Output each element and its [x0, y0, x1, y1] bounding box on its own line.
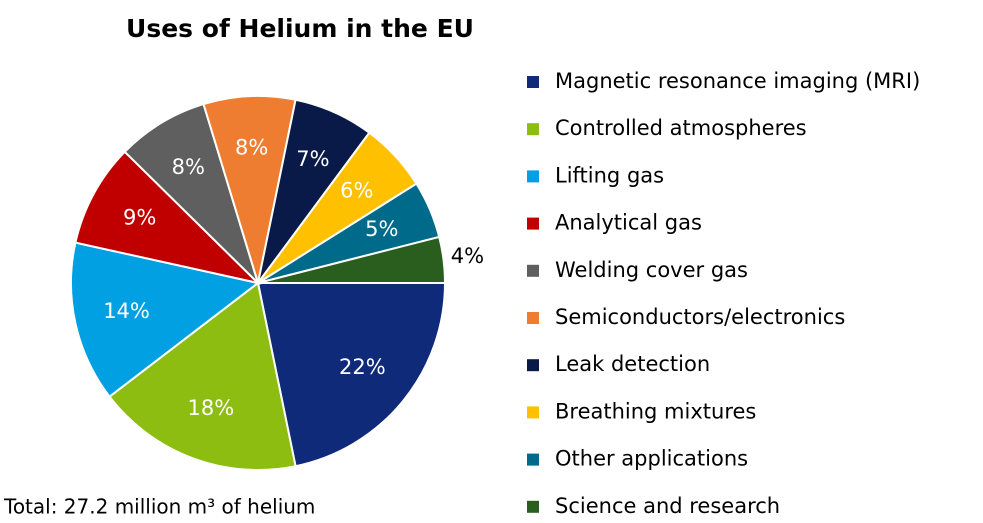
- legend-swatch: [527, 123, 539, 136]
- legend-swatch: [527, 406, 539, 419]
- data-label: 6%: [340, 179, 373, 203]
- data-label: 4%: [451, 244, 484, 268]
- legend-swatch: [527, 217, 539, 230]
- pie-slice: [256, 282, 447, 468]
- pie-slice: [202, 95, 297, 284]
- legend-label: Leak detection: [555, 352, 710, 376]
- legend-label: Analytical gas: [555, 211, 702, 235]
- legend-swatch: [527, 264, 539, 277]
- legend-swatch: [527, 76, 539, 88]
- data-label: 8%: [235, 136, 268, 160]
- pie-slice: [74, 150, 262, 285]
- data-label: 9%: [123, 206, 156, 230]
- legend-label: Semiconductors/electronics: [555, 305, 845, 329]
- legend-label: Breathing mixtures: [555, 399, 756, 423]
- pie-slice: [70, 241, 261, 399]
- legend-label: Magnetic resonance imaging (MRI): [555, 69, 920, 93]
- chart-title: Uses of Helium in the EU: [126, 14, 474, 43]
- data-label: 7%: [296, 147, 329, 171]
- pie-slice: [123, 102, 259, 284]
- data-label: 14%: [103, 299, 150, 323]
- legend-label: Lifting gas: [555, 163, 664, 187]
- legend-swatch: [527, 453, 539, 466]
- data-label: 18%: [188, 396, 235, 420]
- legend-label: Controlled atmospheres: [555, 116, 807, 140]
- legend-swatch: [527, 312, 539, 324]
- legend-swatch: [527, 500, 539, 513]
- legend-label: Other applications: [555, 447, 748, 471]
- pie-slice: [257, 235, 447, 284]
- data-label: 8%: [172, 155, 205, 179]
- pie-slice: [108, 281, 297, 471]
- legend-swatch: [527, 170, 539, 183]
- legend-label: Welding cover gas: [555, 258, 748, 282]
- data-label: 5%: [365, 217, 398, 241]
- data-label: 22%: [339, 355, 386, 379]
- note: Total: 27.2 million m³ of helium: [3, 495, 315, 519]
- legend-label: Science and research: [555, 494, 780, 518]
- legend-swatch: [527, 359, 539, 372]
